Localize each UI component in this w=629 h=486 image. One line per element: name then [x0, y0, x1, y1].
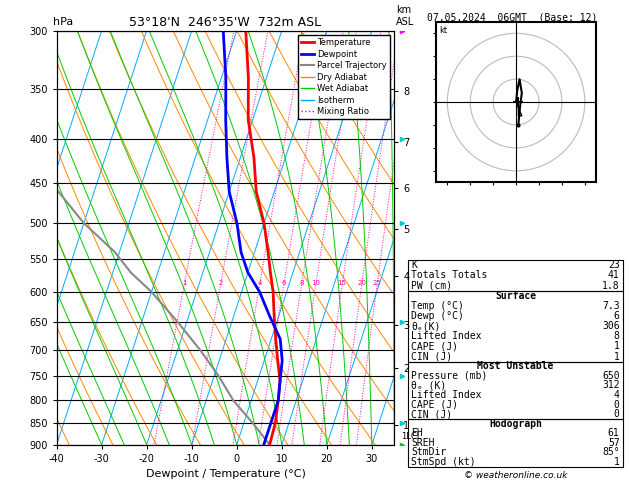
- Text: StmDir: StmDir: [411, 447, 447, 457]
- Text: 1LCL: 1LCL: [401, 432, 421, 441]
- Text: 15: 15: [338, 279, 347, 286]
- Text: 4: 4: [614, 390, 620, 400]
- Text: 306: 306: [602, 321, 620, 331]
- Legend: Temperature, Dewpoint, Parcel Trajectory, Dry Adiabat, Wet Adiabat, Isotherm, Mi: Temperature, Dewpoint, Parcel Trajectory…: [298, 35, 390, 120]
- Text: 6: 6: [281, 279, 286, 286]
- Text: 0: 0: [614, 399, 620, 410]
- Text: 650: 650: [602, 371, 620, 381]
- Text: CIN (J): CIN (J): [411, 351, 452, 362]
- Text: Surface: Surface: [495, 291, 536, 301]
- Text: Dewp (°C): Dewp (°C): [411, 311, 464, 321]
- Text: 1: 1: [614, 342, 620, 351]
- Text: 8: 8: [614, 331, 620, 342]
- Text: 1.8: 1.8: [602, 281, 620, 291]
- Text: kt: kt: [439, 26, 447, 35]
- Text: 25: 25: [372, 279, 381, 286]
- Text: 2: 2: [218, 279, 223, 286]
- Text: Lifted Index: Lifted Index: [411, 390, 482, 400]
- Text: 85°: 85°: [602, 447, 620, 457]
- Text: 20: 20: [357, 279, 366, 286]
- Text: 07.05.2024  06GMT  (Base: 12): 07.05.2024 06GMT (Base: 12): [428, 12, 598, 22]
- Text: 1: 1: [614, 457, 620, 467]
- Text: StmSpd (kt): StmSpd (kt): [411, 457, 476, 467]
- Text: CIN (J): CIN (J): [411, 409, 452, 419]
- Text: 61: 61: [608, 428, 620, 438]
- Text: Temp (°C): Temp (°C): [411, 301, 464, 311]
- Text: hPa: hPa: [53, 17, 74, 27]
- Text: PW (cm): PW (cm): [411, 281, 452, 291]
- Text: Lifted Index: Lifted Index: [411, 331, 482, 342]
- Text: km
ASL: km ASL: [396, 5, 415, 27]
- Text: 0: 0: [614, 409, 620, 419]
- Text: 4: 4: [257, 279, 262, 286]
- Text: 7.3: 7.3: [602, 301, 620, 311]
- Text: CAPE (J): CAPE (J): [411, 342, 459, 351]
- Text: 1: 1: [182, 279, 186, 286]
- Text: 312: 312: [602, 381, 620, 390]
- Text: © weatheronline.co.uk: © weatheronline.co.uk: [464, 471, 567, 480]
- Title: 53°18'N  246°35'W  732m ASL: 53°18'N 246°35'W 732m ASL: [130, 17, 321, 30]
- Text: K: K: [411, 260, 417, 270]
- Text: 23: 23: [608, 260, 620, 270]
- X-axis label: Dewpoint / Temperature (°C): Dewpoint / Temperature (°C): [145, 469, 306, 479]
- Text: CAPE (J): CAPE (J): [411, 399, 459, 410]
- Text: EH: EH: [411, 428, 423, 438]
- Text: SREH: SREH: [411, 438, 435, 448]
- Text: 6: 6: [614, 311, 620, 321]
- Text: 1: 1: [614, 351, 620, 362]
- Text: 41: 41: [608, 270, 620, 280]
- Text: θₑ(K): θₑ(K): [411, 321, 441, 331]
- Text: 57: 57: [608, 438, 620, 448]
- Text: Totals Totals: Totals Totals: [411, 270, 487, 280]
- Text: 10: 10: [311, 279, 320, 286]
- Text: Hodograph: Hodograph: [489, 419, 542, 429]
- Text: θₑ (K): θₑ (K): [411, 381, 447, 390]
- Text: Most Unstable: Most Unstable: [477, 362, 554, 371]
- Text: Pressure (mb): Pressure (mb): [411, 371, 487, 381]
- Text: 8: 8: [299, 279, 304, 286]
